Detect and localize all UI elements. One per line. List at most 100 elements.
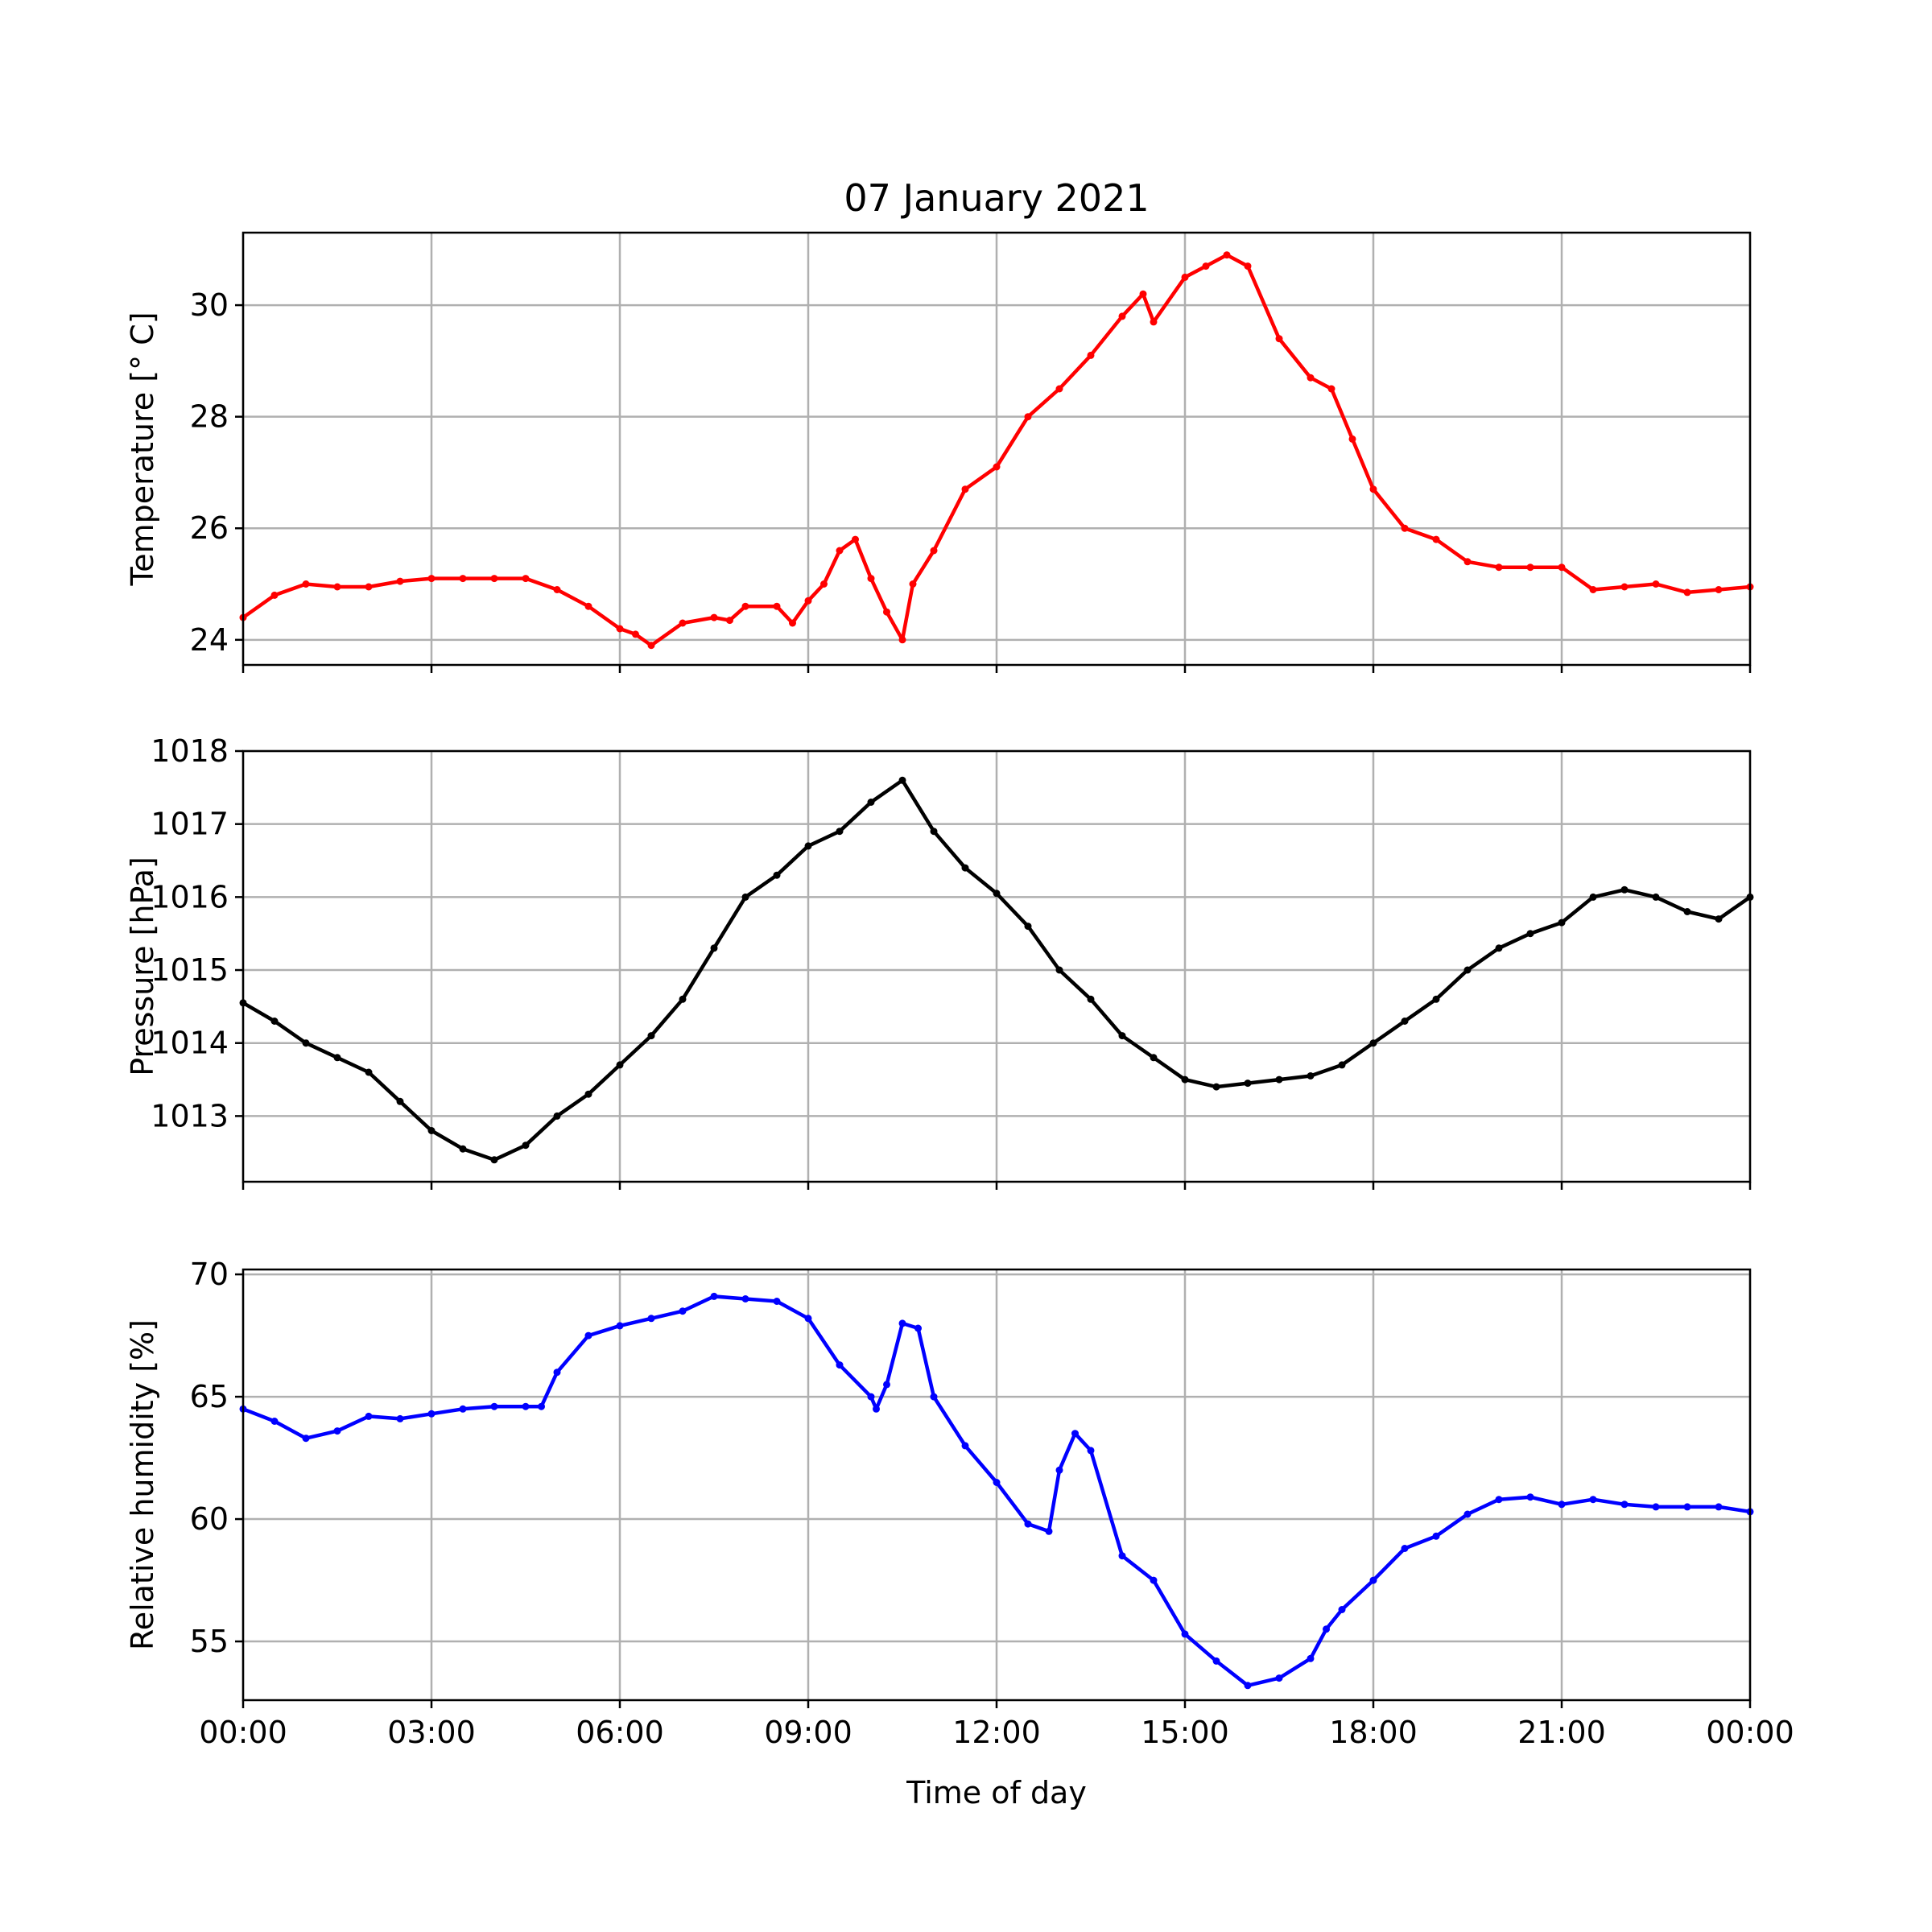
humidity-data-point xyxy=(427,1410,436,1418)
humidity-data-point xyxy=(522,1402,530,1410)
humidity-x-tick-label: 03:00 xyxy=(387,1715,476,1750)
temperature-data-point xyxy=(1327,385,1335,393)
temperature-data-point xyxy=(1244,262,1252,270)
humidity-data-point xyxy=(1087,1447,1095,1455)
pressure-data-point xyxy=(1307,1072,1315,1080)
humidity-data-point xyxy=(647,1315,655,1323)
humidity-data-point xyxy=(302,1435,310,1443)
temperature-y-tick-label: 24 xyxy=(190,622,229,658)
humidity-data-point xyxy=(930,1393,938,1401)
pressure-y-tick-label: 1018 xyxy=(151,733,229,769)
humidity-data-point xyxy=(396,1414,404,1422)
humidity-data-point xyxy=(1307,1654,1315,1662)
humidity-x-tick-label: 15:00 xyxy=(1141,1715,1229,1750)
humidity-data-point xyxy=(804,1315,812,1323)
temperature-data-point xyxy=(632,630,639,638)
temperature-data-point xyxy=(1139,290,1147,298)
pressure-data-point xyxy=(1715,915,1723,923)
pressure-data-point xyxy=(1338,1061,1346,1069)
humidity-data-point xyxy=(584,1331,592,1340)
temperature-data-point xyxy=(647,642,655,650)
pressure-data-point xyxy=(1589,893,1597,901)
temperature-data-point xyxy=(883,608,890,616)
temperature-data-point xyxy=(270,591,279,599)
pressure-data-point xyxy=(1463,966,1472,974)
temperature-data-point xyxy=(1181,273,1189,281)
temperature-data-point xyxy=(993,463,1001,471)
pressure-data-point xyxy=(1620,886,1629,894)
pressure-data-point xyxy=(1244,1080,1252,1088)
temperature-data-point xyxy=(1620,583,1629,591)
temperature-data-point xyxy=(961,485,969,493)
temperature-data-point xyxy=(1652,580,1660,588)
pressure-data-point xyxy=(1275,1075,1283,1084)
humidity-data-point xyxy=(1055,1466,1063,1474)
humidity-data-point xyxy=(1463,1510,1472,1518)
temperature-data-point xyxy=(726,617,733,625)
humidity-data-point xyxy=(1620,1501,1629,1509)
humidity-data-point xyxy=(1369,1576,1377,1584)
temperature-data-point xyxy=(1683,588,1691,597)
temperature-data-point xyxy=(1715,586,1723,593)
pressure-data-point xyxy=(930,828,938,836)
humidity-x-tick-label: 00:00 xyxy=(199,1715,287,1750)
pressure-data-point xyxy=(867,799,875,806)
humidity-panel: 55 60 65 70 00:00 03:00 06:00 09:00 12:00 15:00 18… xyxy=(125,1257,1794,1750)
humidity-data-point xyxy=(553,1368,561,1377)
humidity-data-point xyxy=(1338,1606,1346,1613)
x-axis-label: Time of day xyxy=(906,1775,1087,1810)
temperature-data-point xyxy=(1401,524,1409,532)
temperature-data-point xyxy=(1558,564,1566,572)
pressure-data-point xyxy=(427,1127,436,1134)
pressure-data-point xyxy=(1150,1054,1158,1062)
temperature-data-point xyxy=(1118,312,1126,320)
temperature-data-point xyxy=(852,535,859,543)
humidity-x-tick-label: 00:00 xyxy=(1706,1715,1794,1750)
pressure-data-point xyxy=(993,890,1001,898)
humidity-data-point xyxy=(1432,1532,1440,1540)
temperature-data-point xyxy=(898,636,906,644)
temperature-data-point xyxy=(427,575,436,583)
pressure-y-tick-label: 1014 xyxy=(151,1026,229,1061)
temperature-y-tick-label: 26 xyxy=(190,510,229,546)
pressure-data-point xyxy=(1118,1032,1126,1040)
pressure-data-point xyxy=(804,842,812,850)
temperature-data-point xyxy=(616,625,624,633)
temperature-data-point xyxy=(741,602,749,610)
temperature-data-point xyxy=(1348,435,1356,443)
humidity-data-point xyxy=(1071,1430,1079,1438)
pressure-data-point xyxy=(679,995,687,1003)
pressure-data-point xyxy=(490,1156,498,1164)
temperature-data-point xyxy=(1526,564,1534,572)
humidity-y-tick-label: 55 xyxy=(190,1624,229,1659)
humidity-data-point xyxy=(1024,1520,1032,1528)
pressure-data-point xyxy=(1558,919,1566,927)
humidity-data-point xyxy=(1150,1576,1158,1584)
humidity-y-tick-label: 60 xyxy=(190,1501,229,1537)
humidity-data-point xyxy=(1045,1527,1053,1535)
humidity-data-point xyxy=(1652,1503,1660,1511)
pressure-data-point xyxy=(773,871,781,879)
pressure-data-point xyxy=(616,1061,624,1069)
humidity-data-point xyxy=(873,1405,880,1413)
temperature-data-point xyxy=(804,597,812,605)
pressure-data-point xyxy=(741,893,749,901)
humidity-data-point xyxy=(867,1393,875,1401)
humidity-data-point xyxy=(365,1412,373,1420)
temperature-data-point xyxy=(1495,564,1503,572)
temperature-data-point xyxy=(930,547,938,555)
pressure-y-axis-label: Pressure [hPa] xyxy=(125,857,160,1076)
humidity-data-point xyxy=(741,1295,749,1302)
temperature-data-point xyxy=(302,580,310,588)
pressure-data-point xyxy=(1401,1018,1409,1025)
humidity-data-point xyxy=(1495,1496,1503,1504)
humidity-data-point xyxy=(993,1479,1001,1486)
temperature-data-point xyxy=(396,577,404,585)
temperature-data-point xyxy=(1275,335,1283,343)
temperature-y-tick-label: 30 xyxy=(190,287,229,323)
pressure-data-point xyxy=(961,864,969,872)
humidity-data-point xyxy=(1323,1625,1330,1633)
pressure-y-tick-label: 1015 xyxy=(151,952,229,988)
pressure-data-point xyxy=(302,1039,310,1047)
